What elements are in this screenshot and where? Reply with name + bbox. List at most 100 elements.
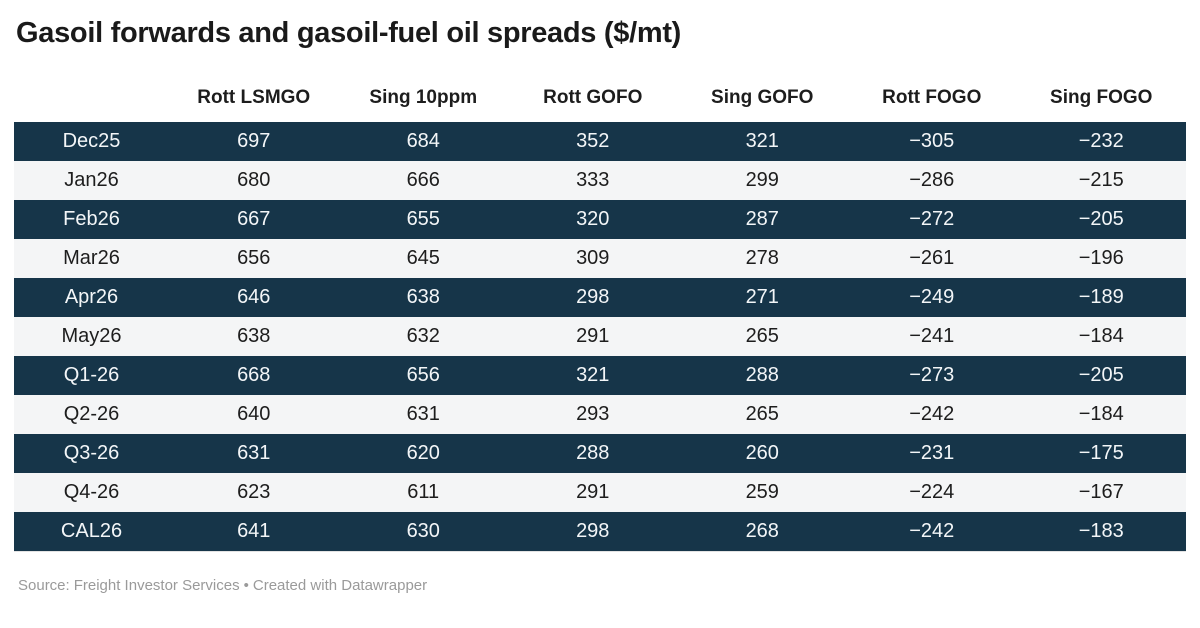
cell: −215	[1078, 169, 1124, 191]
cell: 646	[237, 286, 271, 308]
cell: 611	[407, 481, 440, 503]
cell: −242	[909, 403, 955, 425]
datawrapper-attribution-link[interactable]: Created with Datawrapper	[252, 577, 428, 594]
cell: −184	[1078, 325, 1124, 347]
table-row: Mar26 656 645 309 278 −261 −196	[14, 239, 1186, 278]
cell: 299	[745, 169, 779, 191]
cell: 278	[745, 247, 779, 269]
cell: 638	[406, 286, 440, 308]
cell: 321	[745, 130, 779, 152]
cell: −205	[1078, 208, 1124, 230]
row-label: Dec25	[62, 130, 121, 152]
cell: 666	[406, 169, 440, 191]
row-label: Q4-26	[63, 481, 120, 503]
cell: 321	[576, 364, 610, 386]
cell: 623	[237, 481, 271, 503]
cell: 631	[406, 403, 440, 425]
cell: −232	[1078, 130, 1124, 152]
chart-title: Gasoil forwards and gasoil-fuel oil spre…	[16, 17, 682, 49]
cell: 638	[237, 325, 271, 347]
cell: 680	[237, 169, 271, 191]
source-label: Source:	[18, 577, 70, 594]
cell: 288	[576, 442, 610, 464]
cell: 631	[237, 442, 271, 464]
table-row: Q2-26 640 631 293 265 −242 −184	[14, 395, 1186, 434]
cell: 684	[406, 130, 440, 152]
table-row: Jan26 680 666 333 299 −286 −215	[14, 161, 1186, 200]
header-row: Rott LSMGO Sing 10ppm Rott GOFO Sing GOFO Ro…	[14, 81, 1186, 122]
row-label: May26	[61, 325, 122, 347]
row-label: Q3-26	[63, 442, 120, 464]
cell: 667	[237, 208, 271, 230]
cell: 309	[576, 247, 610, 269]
table-row: Apr26 646 638 298 271 −249 −189	[14, 278, 1186, 317]
cell: 291	[576, 481, 610, 503]
table-row: CAL26 641 630 298 268 −242 −183	[14, 512, 1186, 552]
cell: −224	[909, 481, 955, 503]
table-row: Q4-26 623 611 291 259 −224 −167	[14, 473, 1186, 512]
cell: 260	[745, 442, 779, 464]
column-header: Sing GOFO	[711, 87, 814, 108]
cell: −183	[1078, 520, 1124, 542]
row-label: Jan26	[64, 169, 119, 191]
table-row: Q3-26 631 620 288 260 −231 −175	[14, 434, 1186, 473]
column-header: Sing FOGO	[1050, 87, 1153, 108]
table-body: Dec25 697 684 352 321 −305 −232 Jan26 680 666 333 2…	[14, 122, 1186, 552]
table-row: May26 638 632 291 265 −241 −184	[14, 317, 1186, 356]
cell: 655	[406, 208, 440, 230]
table-row: Q1-26 668 656 321 288 −273 −205	[14, 356, 1186, 395]
cell: −175	[1078, 442, 1124, 464]
cell: 265	[745, 403, 779, 425]
cell: −261	[909, 247, 955, 269]
row-label-header	[14, 81, 169, 122]
cell: 656	[237, 247, 271, 269]
cell: 268	[745, 520, 779, 542]
cell: 293	[576, 403, 610, 425]
cell: −196	[1078, 247, 1124, 269]
cell: 656	[406, 364, 440, 386]
cell: 333	[576, 169, 610, 191]
cell: 640	[237, 403, 271, 425]
cell: −241	[909, 325, 955, 347]
cell: 291	[576, 325, 610, 347]
cell: −231	[909, 442, 955, 464]
row-label: Q1-26	[63, 364, 120, 386]
cell: −249	[909, 286, 955, 308]
row-label: Q2-26	[63, 403, 120, 425]
column-header: Sing 10ppm	[369, 87, 478, 108]
cell: 697	[237, 130, 271, 152]
cell: −189	[1078, 286, 1124, 308]
table-row: Feb26 667 655 320 287 −272 −205	[14, 200, 1186, 239]
cell: 641	[237, 520, 271, 542]
cell: −272	[909, 208, 955, 230]
footer: Source: Freight Investor Services • Created…	[18, 577, 1186, 594]
row-label: Mar26	[63, 247, 120, 269]
cell: 668	[237, 364, 271, 386]
column-header: Rott FOGO	[882, 87, 982, 108]
cell: −273	[909, 364, 955, 386]
row-label: Apr26	[64, 286, 119, 308]
cell: 632	[406, 325, 440, 347]
cell: 645	[406, 247, 440, 269]
column-header: Rott GOFO	[543, 87, 643, 108]
table-row: Dec25 697 684 352 321 −305 −232	[14, 122, 1186, 161]
source-name: Freight Investor Services	[73, 577, 240, 594]
cell: 271	[745, 286, 779, 308]
cell: 620	[406, 442, 440, 464]
row-label: CAL26	[60, 520, 123, 542]
column-header: Rott LSMGO	[197, 87, 311, 108]
cell: 320	[576, 208, 610, 230]
cell: 630	[406, 520, 440, 542]
footer-separator: •	[243, 577, 249, 594]
cell: 259	[745, 481, 779, 503]
data-table: Rott LSMGO Sing 10ppm Rott GOFO Sing GOFO Ro…	[14, 81, 1186, 552]
row-label: Feb26	[63, 208, 120, 230]
cell: 298	[576, 520, 610, 542]
cell: 287	[745, 208, 779, 230]
cell: −205	[1078, 364, 1124, 386]
cell: 288	[745, 364, 779, 386]
table-header: Rott LSMGO Sing 10ppm Rott GOFO Sing GOFO Ro…	[14, 81, 1186, 122]
cell: 352	[576, 130, 610, 152]
cell: 298	[576, 286, 610, 308]
cell: −305	[909, 130, 955, 152]
